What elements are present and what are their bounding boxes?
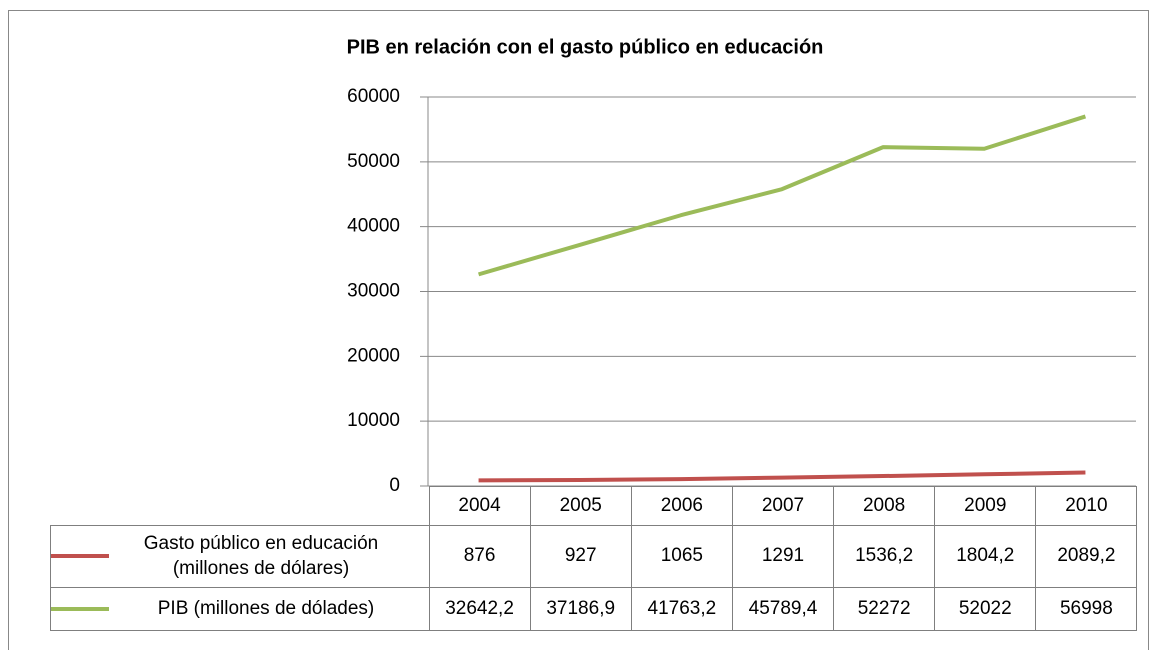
value-label: 56998 <box>1035 586 1138 631</box>
value-label: 37186,9 <box>529 586 632 631</box>
y-tick-label: 60000 <box>347 86 400 107</box>
x-tick-label: 2006 <box>630 486 733 526</box>
table-row: Gasto público en educación (millones de … <box>50 524 1138 588</box>
table-row: PIB (millones de dólades) 32642,2 37186,9 4… <box>50 586 1138 631</box>
legend-key <box>51 606 109 611</box>
value-label: 45789,4 <box>731 586 835 631</box>
series-line <box>478 114 1087 277</box>
x-tick-label: 2009 <box>934 486 1037 526</box>
x-tick-label: 2008 <box>833 486 936 526</box>
y-tick-label: 10000 <box>347 410 400 431</box>
value-label: 41763,2 <box>630 586 733 631</box>
value-label: 1536,2 <box>833 524 936 588</box>
legend-cell: PIB (millones de dólades) <box>50 586 430 631</box>
legend-entry: PIB (millones de dólades) <box>51 596 429 621</box>
value-label: 2089,2 <box>1035 524 1138 588</box>
x-tick-label: 2007 <box>731 486 835 526</box>
legend-entry: Gasto público en educación (millones de … <box>51 531 429 581</box>
y-tick-label: 20000 <box>347 345 400 366</box>
y-tick-label: 0 <box>389 475 400 496</box>
value-label: 1065 <box>630 524 733 588</box>
value-label: 32642,2 <box>428 586 531 631</box>
x-tick-label: 2004 <box>428 486 531 526</box>
value-label: 1804,2 <box>934 524 1037 588</box>
value-label: 52022 <box>934 586 1037 631</box>
y-tick-label: 30000 <box>347 281 400 302</box>
value-label: 927 <box>529 524 632 588</box>
table-corner <box>50 486 430 525</box>
y-tick-label: 40000 <box>347 216 400 237</box>
x-tick-label: 2010 <box>1035 486 1138 526</box>
data-table: 2004 2005 2006 2007 2008 2009 2010 Gasto públic… <box>50 486 1138 631</box>
series-line <box>478 470 1086 483</box>
legend-label: PIB (millones de dólades) <box>157 598 375 619</box>
legend-label: Gasto público en educación (millones de … <box>143 533 379 579</box>
value-label: 876 <box>428 524 531 588</box>
value-label: 52272 <box>833 586 936 631</box>
chart-title: PIB en relación con el gasto público en … <box>347 36 824 58</box>
x-tick-label: 2005 <box>529 486 632 526</box>
legend-key <box>51 554 109 558</box>
y-tick-label: 50000 <box>347 151 400 172</box>
value-label: 1291 <box>731 524 835 588</box>
legend-cell: Gasto público en educación (millones de … <box>50 524 430 588</box>
table-header-row: 2004 2005 2006 2007 2008 2009 2010 <box>50 486 1138 526</box>
